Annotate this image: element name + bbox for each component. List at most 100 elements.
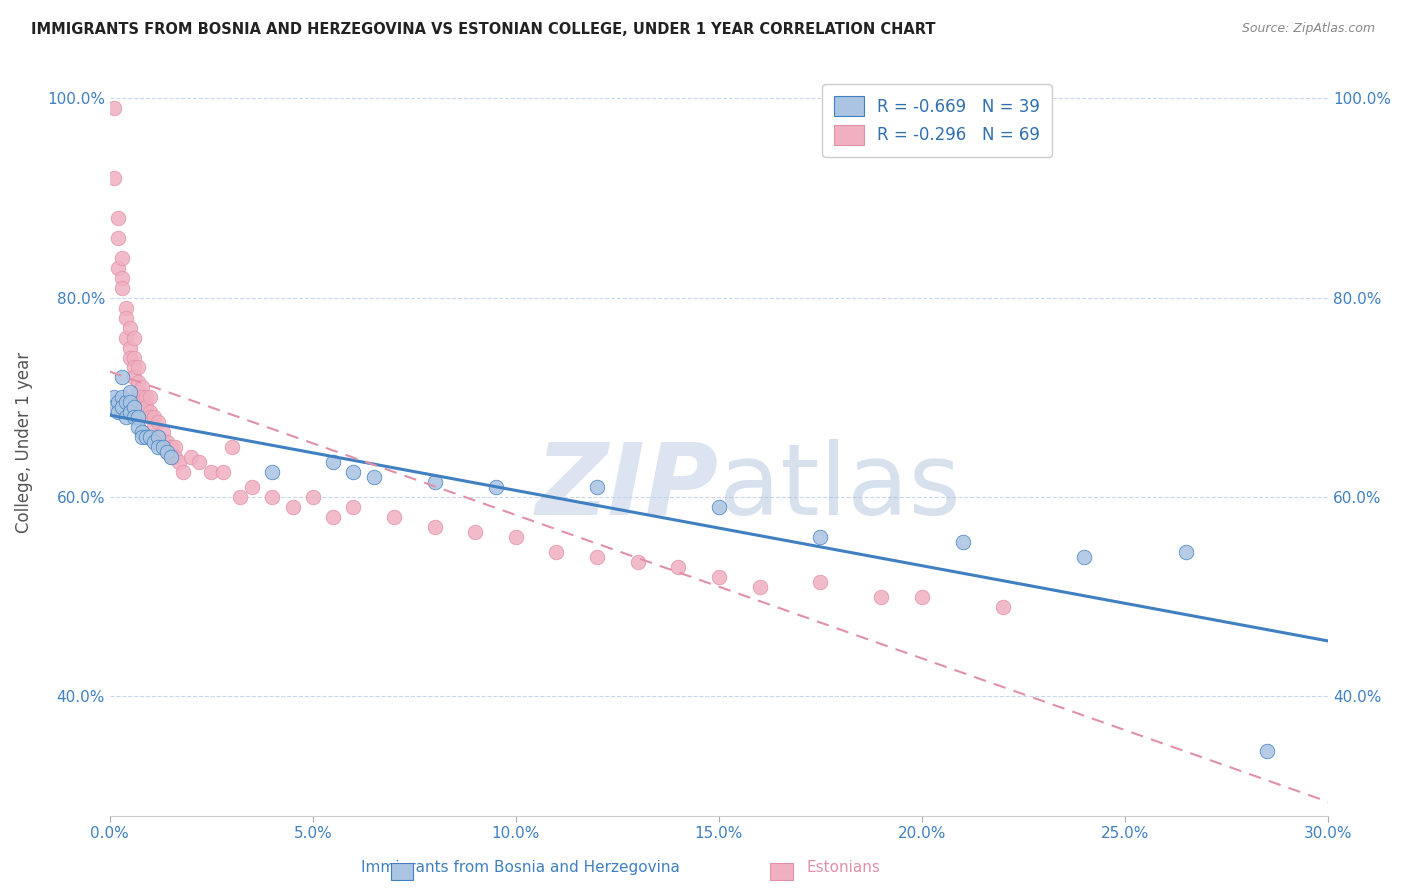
Point (139, 405, 162, 419)
Point (127, 410, 149, 425)
Point (135, 390, 157, 404)
Point (363, 470, 385, 484)
Point (159, 450, 181, 465)
Point (281, 500, 304, 514)
Legend: R = -0.669   N = 39, R = -0.296   N = 69: R = -0.669 N = 39, R = -0.296 N = 69 (823, 85, 1052, 157)
Point (810, 574, 832, 589)
Point (163, 440, 186, 454)
Point (200, 465, 222, 479)
Point (131, 380, 153, 394)
Point (148, 440, 170, 454)
Point (115, 410, 138, 425)
Point (122, 330, 145, 344)
Point (382, 510, 405, 524)
Point (111, 370, 134, 384)
Point (322, 455, 344, 469)
Point (484, 480, 506, 494)
Point (342, 465, 364, 479)
Point (127, 420, 149, 434)
Point (120, 351, 142, 365)
Point (505, 530, 527, 544)
Text: Estonians: Estonians (807, 861, 880, 875)
Point (546, 545, 568, 559)
Point (122, 401, 145, 415)
Point (120, 320, 142, 334)
Point (103, 102, 125, 116)
Point (107, 395, 129, 409)
Point (107, 211, 129, 225)
Point (111, 270, 134, 285)
Point (586, 480, 609, 494)
Point (262, 490, 284, 504)
Point (172, 465, 194, 479)
Point (423, 475, 446, 489)
Point (103, 390, 125, 404)
Point (586, 549, 609, 564)
Text: Immigrants from Bosnia and Herzegovina: Immigrants from Bosnia and Herzegovina (361, 861, 679, 875)
Point (707, 570, 730, 584)
Point (228, 490, 250, 504)
Point (155, 445, 177, 459)
Point (131, 390, 153, 404)
Point (143, 410, 166, 425)
Point (120, 395, 142, 409)
Text: ZIP: ZIP (536, 439, 718, 535)
Point (870, 590, 893, 604)
Point (155, 435, 177, 450)
Text: Source: ZipAtlas.com: Source: ZipAtlas.com (1241, 22, 1375, 36)
Point (131, 395, 153, 409)
Point (139, 390, 162, 404)
Point (301, 490, 323, 504)
Point (810, 530, 832, 544)
Point (127, 360, 149, 375)
Point (107, 231, 129, 245)
Point (159, 450, 181, 465)
Point (911, 590, 934, 604)
Point (103, 401, 125, 415)
Point (120, 405, 142, 419)
Point (111, 401, 134, 415)
Point (167, 455, 190, 469)
Point (464, 524, 486, 539)
Point (122, 410, 145, 425)
Point (135, 401, 157, 415)
Point (240, 480, 263, 494)
Point (221, 440, 243, 454)
Point (139, 410, 162, 425)
Point (131, 430, 153, 444)
Point (952, 534, 974, 549)
Point (152, 440, 174, 454)
Text: atlas: atlas (718, 439, 960, 535)
Point (163, 450, 186, 465)
Point (115, 301, 138, 315)
Point (107, 405, 129, 419)
Point (180, 450, 202, 465)
Point (115, 330, 138, 344)
Point (1256, 744, 1278, 758)
Point (188, 455, 211, 469)
Point (159, 440, 181, 454)
Point (139, 430, 162, 444)
Point (148, 415, 170, 429)
Point (131, 425, 153, 440)
Point (748, 580, 770, 594)
Point (115, 395, 138, 409)
Point (993, 599, 1015, 614)
Point (122, 351, 145, 365)
Point (1073, 549, 1095, 564)
Point (103, 171, 125, 186)
Point (107, 260, 129, 275)
Point (135, 430, 157, 444)
Point (122, 360, 145, 375)
Point (143, 420, 166, 434)
Point (115, 310, 138, 325)
Point (127, 376, 149, 390)
Point (111, 281, 134, 295)
Point (120, 341, 142, 355)
Point (627, 555, 650, 569)
Point (152, 435, 174, 450)
Point (152, 425, 174, 440)
Point (111, 251, 134, 265)
Point (111, 390, 134, 404)
Point (212, 465, 235, 479)
